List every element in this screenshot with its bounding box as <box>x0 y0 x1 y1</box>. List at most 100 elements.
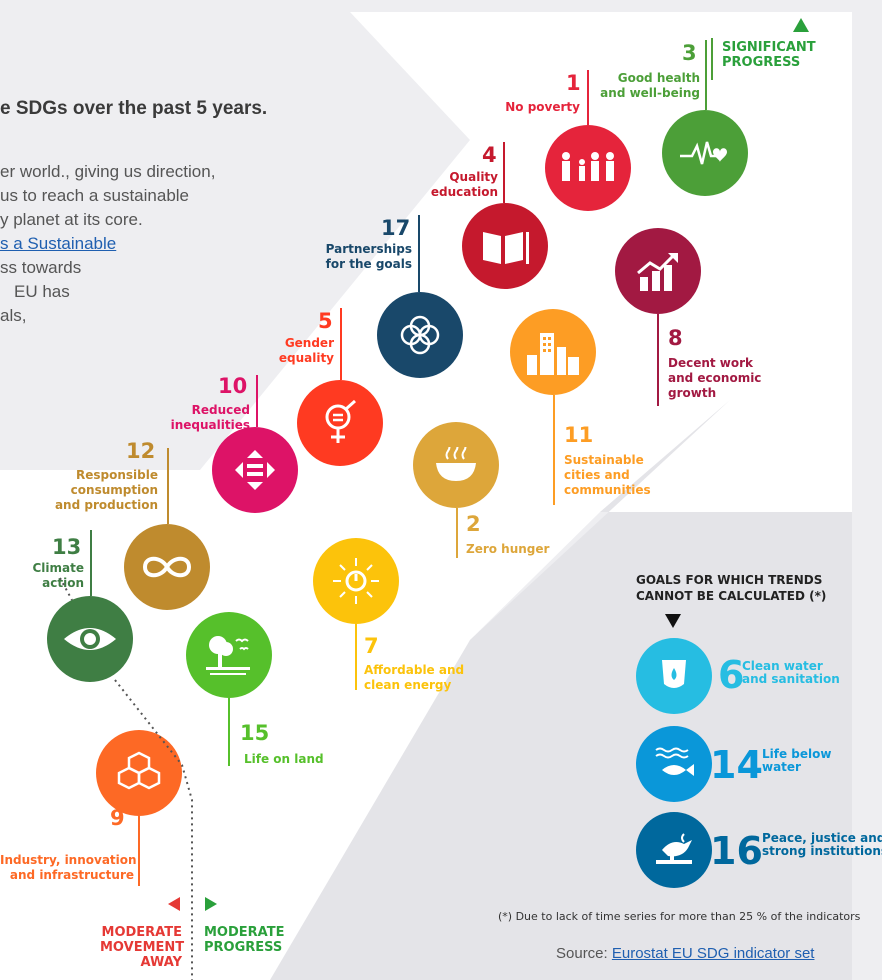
goal-2-circle[interactable] <box>413 422 499 508</box>
goal-5-number: 5 <box>318 309 333 333</box>
goal-4-circle[interactable] <box>462 203 548 289</box>
goal-5-circle[interactable] <box>297 380 383 466</box>
source-line: Source: Eurostat EU SDG indicator set <box>556 945 814 962</box>
goal-15-label: Life on land <box>244 752 324 766</box>
goal-line <box>355 624 357 690</box>
goal-5-label: Gender equality <box>278 336 334 365</box>
goal-1-circle[interactable] <box>545 125 631 211</box>
goal-10-circle[interactable] <box>212 427 298 513</box>
goal-8-label: Decent work and economic growth <box>668 356 762 400</box>
goal-12-number: 12 <box>126 439 156 463</box>
goal-11-number: 11 <box>564 423 594 447</box>
goal-line <box>503 142 505 203</box>
tree-birds-icon <box>206 636 250 675</box>
goal-7-label: Affordable and clean energy <box>364 663 465 692</box>
goal-9-number: 9 <box>110 806 125 830</box>
goal-15-circle[interactable] <box>186 612 272 698</box>
goal-7-number: 7 <box>364 634 379 658</box>
goal-6-circle[interactable] <box>636 638 712 714</box>
goal-line <box>90 530 92 596</box>
gender-symbol-icon <box>325 399 356 443</box>
source-link[interactable]: Eurostat EU SDG indicator set <box>611 945 815 962</box>
intro-line: y planet at its core. <box>0 210 143 229</box>
intro-text: e SDGs over the past 5 years. er world.,… <box>0 98 267 328</box>
sustainable-link[interactable]: s a Sustainable <box>0 234 117 253</box>
untracked-goals-title: GOALS FOR WHICH TRENDS CANNOT BE CALCULAT… <box>636 573 827 603</box>
goal-11-circle[interactable] <box>510 309 596 395</box>
heartbeat-icon <box>680 141 727 165</box>
family-icon <box>562 152 614 181</box>
arrows-equal-icon <box>235 450 275 490</box>
eye-globe-icon <box>64 628 116 650</box>
goal-9-circle[interactable] <box>96 730 182 816</box>
goal-line <box>228 698 230 766</box>
goal-line <box>418 215 420 292</box>
goal-16-circle[interactable] <box>636 812 712 888</box>
dove-gavel-icon <box>656 833 692 864</box>
goal-line <box>340 308 342 380</box>
goal-6-number: 6 <box>718 653 745 697</box>
cubes-icon <box>117 751 161 790</box>
goal-line <box>657 314 659 406</box>
moderate-movement-away-label: MODERATE MOVEMENT AWAY <box>100 925 185 970</box>
footnote: (*) Due to lack of time series for more … <box>498 910 861 923</box>
goal-line <box>705 40 707 110</box>
goal-line <box>553 395 555 505</box>
goal-3-circle[interactable] <box>662 110 748 196</box>
goal-14-label: Life below water <box>762 747 832 774</box>
dotted-connector <box>59 577 193 980</box>
sun-power-icon <box>333 558 379 604</box>
goal-17-label: Partnerships for the goals <box>325 242 412 271</box>
goal-13-label: Climate action <box>32 561 84 590</box>
significant-progress-label: SIGNIFICANT PROGRESS <box>722 40 816 70</box>
goal-2-number: 2 <box>466 512 481 536</box>
goal-8-circle[interactable] <box>615 228 701 314</box>
goal-3-number: 3 <box>682 41 697 65</box>
goal-line <box>587 70 589 125</box>
goal-10-number: 10 <box>218 374 248 398</box>
moderate-progress-label: MODERATE PROGRESS <box>204 925 285 955</box>
goal-2-label: Zero hunger <box>466 542 550 556</box>
goal-line <box>167 448 169 524</box>
fish-waves-icon <box>655 747 694 776</box>
goal-13-circle[interactable] <box>47 596 133 682</box>
up-triangle-icon <box>793 18 809 32</box>
goal-8-number: 8 <box>668 326 683 350</box>
goal-12-label: Responsible consumption and production <box>54 468 158 512</box>
goal-13-number: 13 <box>52 535 82 559</box>
down-triangle-icon <box>665 614 681 628</box>
goal-1-label: No poverty <box>505 100 580 114</box>
goal-17-number: 17 <box>381 216 411 240</box>
goal-1-number: 1 <box>566 71 581 95</box>
intro-line: er world., giving us direction, <box>0 162 216 181</box>
intro-line: als, <box>0 306 27 325</box>
water-drop-icon <box>662 660 686 688</box>
goal-16-number: 16 <box>710 829 763 873</box>
soup-bowl-icon <box>436 447 476 481</box>
intro-heading: e SDGs over the past 5 years. <box>0 98 268 119</box>
goal-4-label: Quality education <box>430 170 498 199</box>
growth-chart-icon <box>637 253 678 291</box>
goal-12-circle[interactable] <box>124 524 210 610</box>
source-prefix: Source: <box>556 945 612 962</box>
goal-line <box>256 375 258 427</box>
intro-line: us to reach a sustainable <box>0 186 190 205</box>
goal-4-number: 4 <box>482 143 497 167</box>
city-buildings-icon <box>527 333 579 375</box>
goal-14-circle[interactable] <box>636 726 712 802</box>
goal-10-label: Reduced inequalities <box>170 403 250 432</box>
goal-3-label: Good health and well-being <box>600 71 700 100</box>
intro-line: EU has <box>14 282 70 301</box>
left-triangle-icon <box>168 897 180 911</box>
goal-17-circle[interactable] <box>377 292 463 378</box>
goal-15-number: 15 <box>240 721 270 745</box>
goal-14-number: 14 <box>710 743 763 787</box>
goal-line <box>456 508 458 558</box>
goal-9-label: Industry, innovation and infrastructure <box>0 853 137 882</box>
flower-rings-icon <box>400 315 440 355</box>
goal-11-label: Sustainable cities and communities <box>564 453 651 497</box>
right-triangle-icon <box>205 897 217 911</box>
goal-7-circle[interactable] <box>313 538 399 624</box>
intro-line: ss towards <box>0 258 82 277</box>
infinity-icon <box>142 556 192 578</box>
